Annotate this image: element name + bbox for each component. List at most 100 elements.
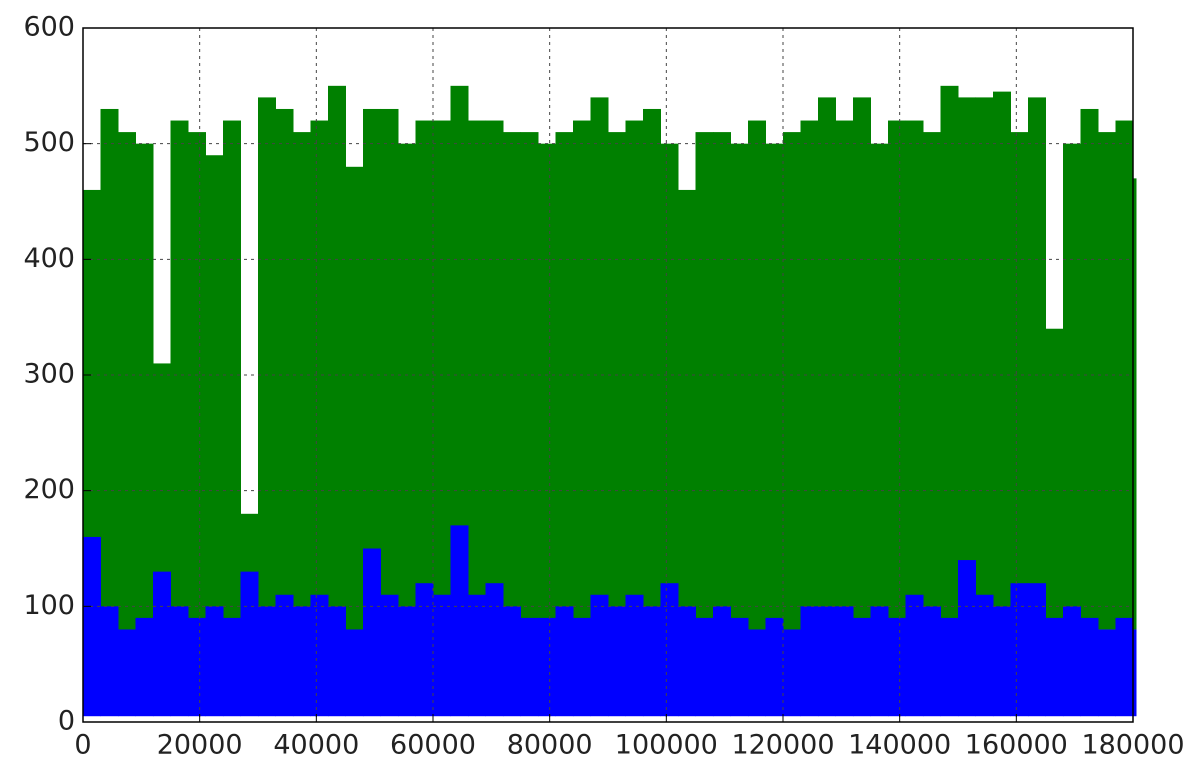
range-bar <box>205 606 224 717</box>
range-bar <box>870 143 889 642</box>
range-bar <box>730 617 749 717</box>
range-bar <box>1080 108 1099 642</box>
x-tick-label: 140000 <box>848 730 951 761</box>
x-tick-label: 60000 <box>390 730 476 761</box>
range-bar <box>188 132 206 653</box>
range-bar <box>328 85 346 642</box>
range-bar <box>328 606 346 717</box>
range-bar <box>590 97 609 653</box>
range-bar <box>695 132 714 642</box>
range-bar <box>100 606 119 717</box>
range-bar <box>205 155 224 653</box>
range-bar <box>573 617 591 717</box>
range-bar <box>608 606 626 717</box>
range-bar <box>275 108 294 653</box>
range-bar <box>485 120 504 642</box>
range-bar <box>555 606 574 717</box>
range-bar <box>398 606 416 717</box>
range-bar <box>258 97 276 630</box>
range-bar <box>380 594 399 717</box>
range-bar <box>1028 583 1046 717</box>
range-bar <box>730 143 749 642</box>
range-bar <box>1010 583 1029 717</box>
x-tick-label: 160000 <box>965 730 1068 761</box>
range-bar <box>520 617 539 717</box>
range-bar <box>765 617 784 717</box>
range-bar <box>993 91 1011 630</box>
range-bar <box>1010 132 1029 642</box>
range-bar <box>450 85 469 630</box>
range-bar <box>713 132 731 630</box>
range-bar <box>765 143 784 653</box>
range-bar <box>100 108 119 642</box>
x-tick-label: 120000 <box>731 730 834 761</box>
range-bar <box>713 606 731 717</box>
range-bar <box>83 189 101 653</box>
range-bar <box>800 606 819 717</box>
range-bar <box>608 132 626 642</box>
range-bar <box>240 571 259 717</box>
y-tick-label: 600 <box>23 12 75 43</box>
range-bar <box>923 132 941 653</box>
range-bar <box>940 85 959 630</box>
range-bar <box>188 617 206 717</box>
y-tick-label: 0 <box>58 706 75 737</box>
range-bar <box>905 594 924 717</box>
y-tick-label: 400 <box>23 243 75 274</box>
range-bar <box>153 571 171 717</box>
range-bar <box>835 606 854 717</box>
x-tick-label: 40000 <box>273 730 359 761</box>
range-bar <box>643 108 661 653</box>
range-bar <box>625 594 644 717</box>
range-bar <box>83 536 101 717</box>
range-bar <box>345 629 364 717</box>
x-tick-label: 180000 <box>1081 730 1184 761</box>
range-bar <box>118 132 136 653</box>
range-bar <box>1133 629 1137 717</box>
range-bar <box>293 606 311 717</box>
range-bar <box>1045 617 1064 717</box>
range-bar <box>380 108 399 630</box>
range-bar <box>468 594 486 717</box>
range-bar <box>433 120 451 653</box>
range-bar <box>363 548 381 717</box>
x-tick-label: 100000 <box>615 730 718 761</box>
range-bar <box>415 120 434 642</box>
range-bar <box>485 583 504 717</box>
range-bar <box>1133 178 1137 630</box>
range-bar <box>310 594 329 717</box>
range-bar <box>678 606 696 717</box>
plot-frame <box>82 27 1134 723</box>
range-bar <box>818 97 836 630</box>
range-bar <box>678 189 696 653</box>
range-bar <box>538 143 556 653</box>
range-bar <box>870 606 889 717</box>
y-tick-label: 500 <box>23 127 75 158</box>
range-bar <box>258 606 276 717</box>
range-bar <box>1115 120 1134 630</box>
range-bar <box>748 629 766 717</box>
range-bar <box>695 617 714 717</box>
y-tick-label: 300 <box>23 359 75 390</box>
range-bar <box>1098 629 1116 717</box>
range-bar <box>468 120 486 642</box>
range-bar <box>118 629 136 717</box>
range-bar <box>135 617 154 717</box>
range-bar <box>520 132 539 630</box>
range-bar <box>398 143 416 653</box>
y-tick-label: 200 <box>23 474 75 505</box>
range-bar <box>135 143 154 642</box>
range-bar <box>905 120 924 642</box>
range-bar <box>223 120 241 642</box>
range-bar <box>1080 617 1099 717</box>
range-bar <box>835 120 854 642</box>
range-bar <box>1063 143 1081 630</box>
range-bar <box>293 132 311 642</box>
range-bar <box>888 617 906 717</box>
range-bar <box>853 617 871 717</box>
range-bar <box>1115 617 1134 717</box>
range-bar <box>415 583 434 717</box>
range-bar <box>800 120 819 653</box>
range-bar <box>223 617 241 717</box>
